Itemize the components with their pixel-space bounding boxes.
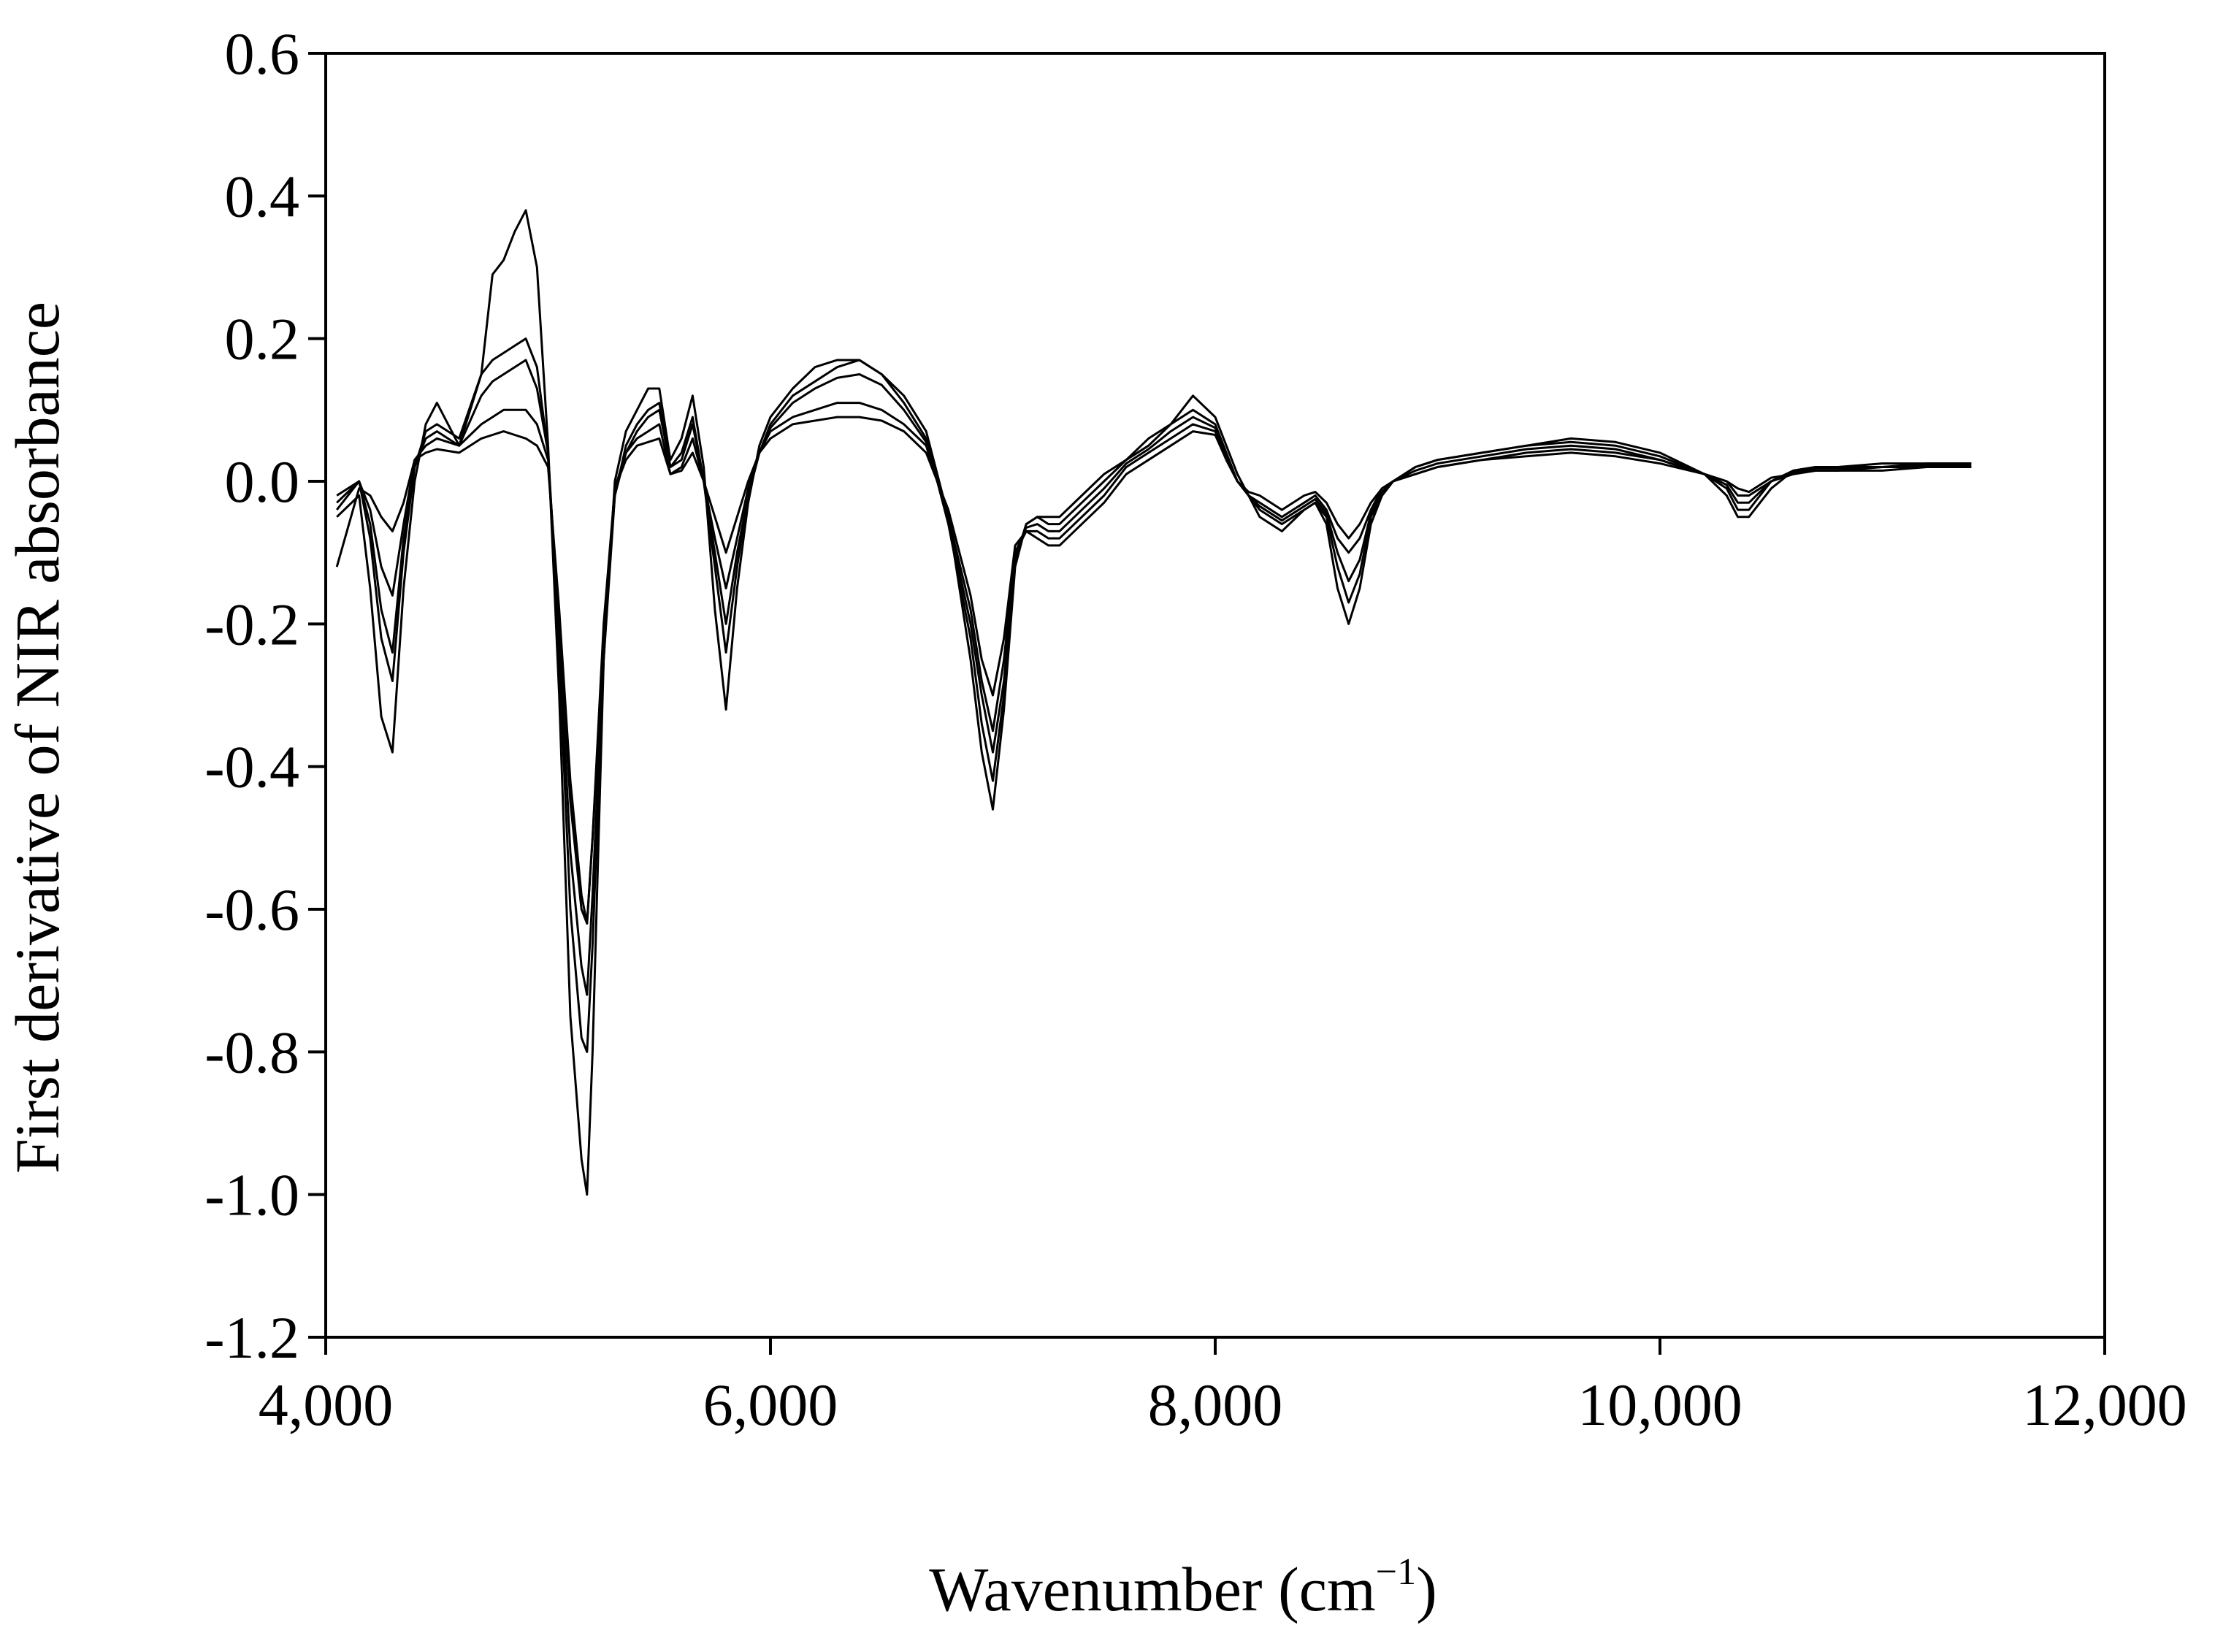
y-tick-label: 0.4 — [225, 163, 300, 229]
ticks-layer — [308, 52, 2106, 1355]
x-axis-title-main: Wavenumber (cm — [929, 1554, 1376, 1624]
y-tick-label: 0.2 — [225, 306, 300, 372]
spectrum-line-4 — [335, 416, 1972, 925]
x-tick-label: 4,000 — [259, 1372, 394, 1438]
plot-area-frame — [324, 52, 2106, 1339]
y-axis-title: First derivative of NIR absorbance — [2, 302, 72, 1174]
y-tick-label: -1.2 — [204, 1304, 299, 1371]
y-tick-label: -0.2 — [204, 591, 299, 657]
x-axis-title-superscript: −1 — [1376, 1551, 1416, 1593]
y-tick-label: -0.6 — [204, 876, 299, 943]
x-tick-label: 8,000 — [1148, 1372, 1283, 1438]
x-axis-title: Wavenumber (cm−1) — [929, 1551, 1437, 1624]
spectrum-line-1 — [336, 209, 1972, 1196]
spectrum-line-3 — [336, 402, 1972, 925]
tick-labels-layer: 0.6 0.4 0.2 0.0 -0.2 -0.4 -0.6 -0.8 -1.0 -1.24,00… — [204, 20, 2187, 1438]
y-tick-label: -1.0 — [204, 1162, 299, 1228]
x-tick-label: 10,000 — [1577, 1372, 1742, 1438]
series-layer — [335, 209, 1972, 1196]
x-axis-title-suffix: ) — [1416, 1554, 1437, 1624]
spectrum-line-5 — [336, 359, 1972, 996]
y-tick-label: 0.0 — [225, 448, 300, 515]
y-tick-label: 0.6 — [225, 20, 300, 87]
x-tick-label: 6,000 — [703, 1372, 838, 1438]
x-tick-label: 12,000 — [2022, 1372, 2187, 1438]
y-tick-label: -0.4 — [204, 734, 299, 800]
y-tick-label: -0.8 — [204, 1019, 299, 1085]
spectrum-line-2 — [336, 337, 1972, 1053]
